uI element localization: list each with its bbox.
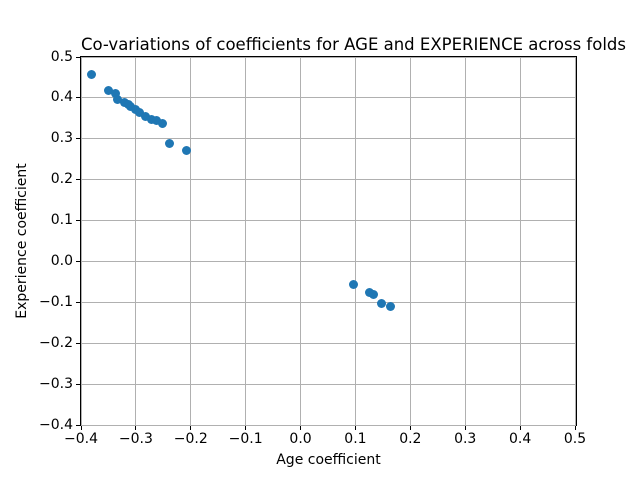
- x-tick-mark: [574, 426, 576, 430]
- y-gridline: [81, 56, 576, 58]
- y-tick-label: −0.3: [39, 375, 73, 392]
- y-tick-mark: [76, 301, 80, 303]
- x-tick-mark: [300, 426, 302, 430]
- y-tick-mark: [76, 97, 80, 99]
- y-tick-label: 0.3: [50, 130, 73, 147]
- x-tick-mark: [190, 426, 192, 430]
- y-tick-mark: [76, 342, 80, 344]
- x-gridline: [300, 57, 302, 425]
- x-tick-label: −0.4: [64, 431, 98, 447]
- x-tick-mark: [135, 426, 137, 430]
- x-tick-mark: [245, 426, 247, 430]
- data-point: [140, 112, 150, 122]
- x-tick-mark: [409, 426, 411, 430]
- y-tick-mark: [76, 260, 80, 262]
- y-tick-label: 0.4: [50, 89, 73, 106]
- data-point: [368, 290, 378, 300]
- x-tick-label: 0.2: [399, 431, 422, 447]
- x-tick-label: 0.1: [344, 431, 367, 447]
- y-tick-mark: [76, 179, 80, 181]
- x-tick-label: 0.3: [454, 431, 477, 447]
- x-tick-label: 0.5: [563, 431, 587, 447]
- y-gridline: [81, 260, 576, 262]
- y-tick-label: 0.2: [50, 171, 73, 188]
- y-tick-mark: [76, 383, 80, 385]
- y-tick-mark: [76, 424, 80, 426]
- x-tick-mark: [354, 426, 356, 430]
- data-point: [104, 85, 114, 95]
- data-point: [112, 95, 122, 105]
- y-tick-label: −0.1: [39, 293, 73, 310]
- y-tick-mark: [76, 56, 80, 58]
- x-tick-mark: [464, 426, 466, 430]
- x-axis-label: Age coefficient: [276, 452, 381, 468]
- data-point: [86, 69, 96, 79]
- x-gridline: [519, 57, 521, 425]
- data-point: [157, 118, 167, 128]
- data-point: [135, 108, 145, 118]
- x-gridline: [354, 57, 356, 425]
- x-tick-mark: [519, 426, 521, 430]
- data-point: [349, 279, 359, 289]
- data-point: [152, 116, 162, 126]
- data-point: [126, 101, 136, 111]
- x-gridline: [245, 57, 247, 425]
- data-point: [182, 145, 192, 155]
- y-axis-label-text: Experience coefficient: [14, 163, 30, 319]
- x-gridline: [409, 57, 411, 425]
- y-tick-label: 0.0: [50, 252, 73, 269]
- x-gridline: [80, 57, 82, 425]
- x-tick-label: 0.0: [289, 431, 312, 447]
- y-gridline: [81, 220, 576, 222]
- data-point: [377, 298, 387, 308]
- y-tick-label: −0.2: [39, 334, 73, 351]
- y-tick-label: −0.4: [39, 416, 73, 433]
- x-tick-label: −0.2: [173, 431, 208, 447]
- chart-title: Co-variations of coefficients for AGE an…: [81, 35, 626, 54]
- x-tick-mark: [80, 426, 82, 430]
- y-gridline: [81, 342, 576, 344]
- y-gridline: [81, 97, 576, 99]
- x-gridline: [464, 57, 466, 425]
- x-gridline: [135, 57, 137, 425]
- data-point: [146, 115, 156, 125]
- y-gridline: [81, 383, 576, 385]
- y-tick-mark: [76, 220, 80, 222]
- y-tick-mark: [76, 138, 80, 140]
- data-point: [385, 302, 395, 312]
- x-gridline: [190, 57, 192, 425]
- data-point: [111, 88, 121, 98]
- y-gridline: [81, 301, 576, 303]
- data-point: [164, 138, 174, 148]
- y-gridline: [81, 179, 576, 181]
- x-tick-label: 0.4: [508, 431, 532, 447]
- y-tick-label: 0.5: [50, 48, 73, 65]
- plot-area: [80, 56, 577, 426]
- x-tick-label: −0.3: [118, 431, 153, 447]
- y-tick-label: 0.1: [50, 212, 73, 229]
- y-gridline: [81, 138, 576, 140]
- x-gridline: [574, 57, 576, 425]
- y-gridline: [81, 424, 576, 426]
- x-tick-label: −0.1: [228, 431, 263, 447]
